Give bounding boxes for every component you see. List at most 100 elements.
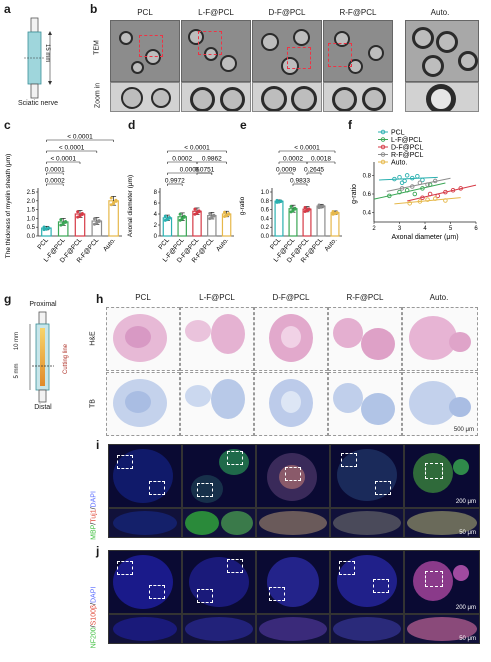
if-i-zoom-lf [182,508,256,538]
p-value-label: 0.0002 [45,178,65,185]
data-point [303,205,307,209]
data-point [279,199,283,203]
y-tick-label: 0.0 [261,234,270,240]
if-i-zoom-rf [330,508,404,538]
y-axis-label: g-ratio [239,196,246,215]
tb-image-rf [328,372,402,436]
h-header-rf: R-F@PCL [346,293,384,302]
y-tick-label: 0.4 [261,216,270,222]
p-value-label: 0.9862 [202,156,222,163]
he-image-auto [402,307,478,371]
y-tick-label: 0.2 [261,225,270,231]
zoom-image-rf [323,82,393,112]
data-point [321,204,325,208]
data-point [407,201,412,206]
tem-image-lf [181,20,251,82]
legend-marker [380,159,386,165]
p-value-label: 0.0751 [194,167,214,174]
data-point [92,217,96,221]
data-point [443,189,448,195]
data-point [97,219,101,223]
data-point [227,212,231,216]
data-point [114,199,118,203]
h-header-auto: Auto. [429,293,449,302]
j-stain-label: NF200/S100β/DAPI [90,586,98,649]
length-10mm-label: 10 mm [14,331,20,351]
y-tick-label: 4 [154,212,158,218]
data-point [182,215,186,219]
y-tick-label: 0 [154,234,158,240]
if-j-zoom-df [256,614,330,644]
panel-label-b: b [90,2,98,16]
data-point [197,210,201,214]
i-scale-bar-bottom: 50 μm [459,530,476,536]
data-point [193,207,197,211]
data-point [404,188,410,193]
nerve-length-label: 15 mm [44,44,50,63]
data-point [399,186,405,191]
i-scale-bar-top: 200 μm [455,499,476,505]
data-point [420,195,425,200]
tem-image-df [252,20,322,82]
p-value-label: 0.0009 [276,167,296,174]
data-point [397,174,402,180]
if-j-image-rf [330,550,404,614]
tem-image-rf [323,20,393,82]
data-point [163,214,167,218]
y-tick-label: 0.4 [363,211,372,217]
y-tick-label: 1.0 [27,216,36,222]
data-point [80,212,84,216]
data-point [210,216,214,220]
y-tick-label: 8 [154,190,158,196]
x-tick-label: PCL [36,237,50,251]
if-i-image-lf [182,444,256,508]
panel-label-h: h [96,292,104,306]
group-header-pcl: PCL [137,8,153,17]
he-row-label: H&E [89,331,97,346]
data-point [180,217,184,221]
y-tick-label: 0.0 [27,234,36,240]
j-scale-bar-top: 200 μm [455,605,476,611]
legend-label: Auto. [391,160,407,167]
data-point [307,207,311,211]
bar [302,208,312,237]
data-point [42,228,46,232]
j-scale-bar-bottom: 50 μm [459,636,476,642]
bar [108,200,119,237]
data-point [223,210,227,214]
data-point [458,186,463,191]
group-header-rf: R-F@PCL [339,8,377,17]
trend-line [407,184,477,202]
bar [274,200,284,237]
he-image-pcl [106,307,180,371]
if-j-image-auto: 200 μm [404,550,480,614]
if-i-zoom-df [256,508,330,538]
he-image-rf [328,307,402,371]
chart-g-ratio: g-ratio0.00.20.40.60.81.0PCLL-F@PCLD-F@P… [239,145,342,264]
data-point [109,196,113,200]
data-point [399,180,405,186]
data-point [42,225,46,229]
h-scale-bar-label: 500 μm [453,427,474,433]
data-point [432,196,438,201]
p-value-label: 0.0002 [283,156,303,163]
y-axis-label: The thickness of myelin sheath (μm) [5,154,12,259]
data-point [59,223,63,227]
data-point [293,207,297,211]
x-tick-label: Auto. [102,237,117,253]
data-point [291,209,295,213]
x-tick-label: Auto. [215,237,230,253]
data-point [420,186,425,191]
p-value-label: 0.9833 [290,178,310,185]
tb-image-pcl [106,372,180,436]
data-point [427,191,433,197]
y-tick-label: 2 [154,223,158,229]
data-point [167,216,171,220]
x-tick-label: 5 [449,226,453,232]
data-point [76,215,80,219]
data-point [425,197,430,202]
sciatic-nerve-caption: Sciatic nerve [17,100,59,107]
if-i-image-auto: 200 μm [404,444,480,508]
panel-label-e: e [240,118,247,132]
data-point [412,191,418,197]
